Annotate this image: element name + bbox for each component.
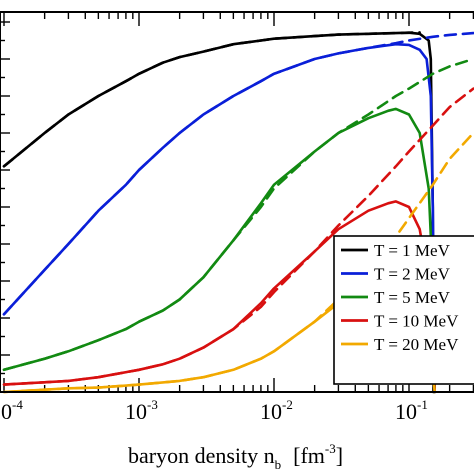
x-axis-label: baryon density nb [fm-3] [128,441,343,472]
series-line-t-2-mev-dashed [2,31,474,316]
x-tick-label: 10-4 [0,397,23,424]
x-tick-labels: 10-4 10-3 10-2 10-1 [0,397,428,424]
x-tick-label: 10-2 [260,397,293,424]
series-line-t-20-mev-dashed [2,131,474,394]
plot-frame [0,11,474,393]
legend: T = 1 MeV T = 2 MeV T = 5 MeV T = 10 MeV T =… [333,235,474,385]
series-line-t-10-mev-solid [2,200,437,394]
series-line-t-1-mev-dashed [2,31,422,168]
series-line-t-2-mev-solid [2,42,437,394]
legend-label: T = 10 MeV [374,312,459,331]
series-line-t-5-mev-dashed [2,57,474,372]
legend-label: T = 20 MeV [374,335,459,354]
series-group [2,31,474,394]
x-tick-label: 10-3 [125,397,158,424]
legend-box [333,235,474,385]
series-line-t-10-mev-dashed [2,87,474,386]
x-tick-label: 10-1 [395,397,428,424]
legend-label: T = 2 MeV [374,265,451,284]
legend-label: T = 1 MeV [374,241,451,260]
legend-label: T = 5 MeV [374,288,451,307]
